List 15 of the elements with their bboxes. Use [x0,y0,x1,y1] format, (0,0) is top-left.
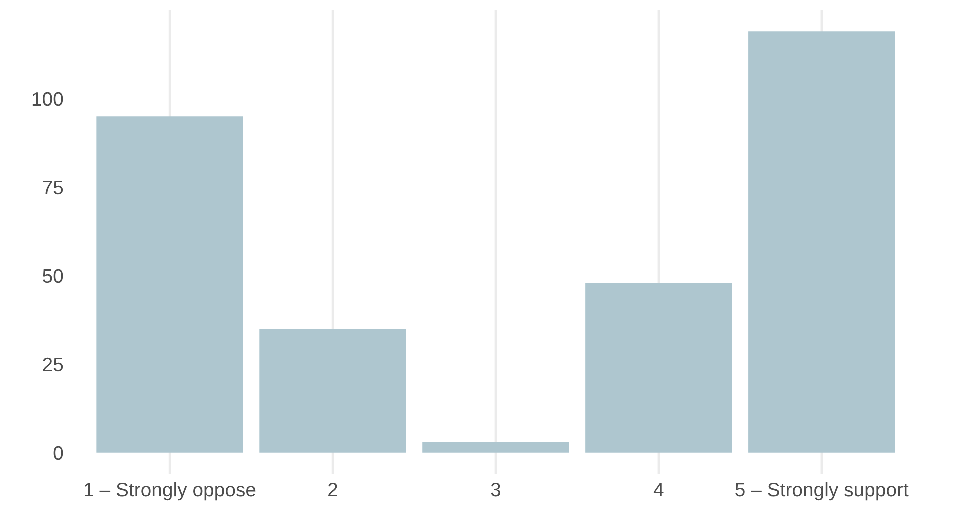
x-tick-label: 1 – Strongly oppose [85,482,256,501]
y-tick-label: 100 [32,92,64,106]
bar [422,442,570,453]
x-tick-label: 5 – Strongly support [736,482,909,501]
bar [748,32,896,453]
bar [586,282,732,453]
y-tick-label: 0 [54,446,64,460]
y-tick-label: 50 [43,269,64,284]
y-tick-label: 25 [43,358,64,372]
bar [260,328,406,453]
x-tick-label: 3 [491,482,500,497]
y-tick-label: 75 [43,181,64,195]
x-tick-label: 4 [654,483,664,497]
bar [96,116,244,453]
x-tick-label: 2 [328,482,338,497]
